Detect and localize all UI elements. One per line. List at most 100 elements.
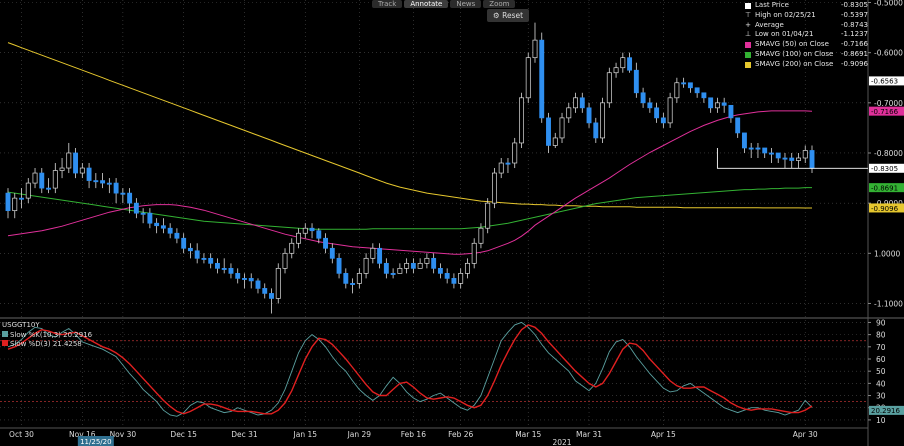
legend-smavg-50: SMAVG (50) on Close -0.7166 bbox=[745, 40, 868, 50]
price-tag-label: -0.8305 bbox=[871, 165, 898, 173]
legend-average: + Average -0.8743 bbox=[745, 21, 868, 31]
reset-label: Reset bbox=[502, 11, 524, 20]
legend-smavg-50-value: -0.7166 bbox=[840, 40, 868, 49]
candle-body bbox=[154, 222, 160, 227]
reset-button[interactable]: ⚙ Reset bbox=[487, 9, 530, 22]
x-tick-label: Dec 31 bbox=[231, 430, 258, 439]
candle-body bbox=[174, 232, 180, 239]
osc-tick-label: 90 bbox=[876, 318, 886, 327]
year-label: 2021 bbox=[552, 438, 571, 446]
candle-body bbox=[437, 267, 443, 274]
candle-body bbox=[120, 192, 126, 195]
candle-body bbox=[640, 92, 646, 104]
candle-body bbox=[201, 257, 207, 260]
candle-body bbox=[741, 132, 747, 149]
candle-body bbox=[147, 212, 153, 224]
candle-body bbox=[302, 227, 308, 234]
candle-body bbox=[5, 192, 11, 212]
candle-body bbox=[809, 150, 815, 169]
legend-smavg-200: SMAVG (200) on Close -0.9096 bbox=[745, 60, 868, 70]
legend-high: ⊤ High on 02/25/21 -0.5397 bbox=[745, 11, 868, 21]
annotate-button[interactable]: Annotate bbox=[404, 0, 449, 8]
candle-body bbox=[194, 250, 200, 259]
legend-high-value: -0.5397 bbox=[840, 10, 868, 19]
candle-body bbox=[228, 267, 234, 274]
candle-body bbox=[647, 102, 653, 109]
candle-body bbox=[356, 273, 362, 284]
candle-body bbox=[329, 247, 335, 259]
candle-body bbox=[762, 147, 768, 154]
candle-body bbox=[262, 288, 268, 294]
candle-body bbox=[573, 97, 578, 109]
candle-body bbox=[46, 187, 51, 190]
candle-body bbox=[579, 97, 585, 109]
legend-smavg-50-label: SMAVG (50) on Close bbox=[755, 40, 829, 49]
candle-body bbox=[79, 167, 85, 174]
candle-body bbox=[343, 273, 349, 284]
legend-low-label: Low on 01/04/21 bbox=[755, 30, 814, 39]
candle-body bbox=[52, 170, 58, 189]
osc-tick-label: 70 bbox=[876, 343, 886, 352]
candle-body bbox=[397, 267, 403, 274]
candle-body bbox=[444, 273, 450, 279]
x-tick-label: Mar 31 bbox=[576, 430, 602, 439]
candle-body bbox=[93, 180, 99, 183]
candle-body bbox=[350, 283, 356, 285]
legend-slow-k: Slow %K(10,3) 20.2916 bbox=[2, 330, 92, 341]
candle-body bbox=[681, 82, 687, 85]
date-badge-bg bbox=[77, 436, 114, 446]
osc-tag-bg bbox=[869, 405, 904, 415]
candle-body bbox=[796, 157, 801, 161]
candle-body bbox=[106, 182, 112, 185]
candle-body bbox=[214, 262, 220, 269]
y-tick-label: -1.1000 bbox=[874, 299, 903, 308]
candle-body bbox=[546, 117, 551, 146]
candle-body bbox=[19, 197, 24, 200]
legend-average-label: Average bbox=[755, 20, 784, 29]
x-tick-label: Dec 15 bbox=[170, 430, 197, 439]
slow-d-swatch bbox=[2, 340, 8, 347]
osc-tick-label: 40 bbox=[876, 379, 886, 388]
osc-tick-label: 50 bbox=[876, 367, 886, 376]
last-price-swatch bbox=[745, 2, 751, 9]
candle-body bbox=[275, 267, 281, 299]
candle-body bbox=[187, 247, 193, 252]
average-marker-icon: + bbox=[745, 20, 751, 29]
candle-body bbox=[505, 162, 511, 165]
candle-body bbox=[59, 167, 65, 171]
candle-body bbox=[296, 232, 301, 244]
y-tick-label: -0.5000 bbox=[874, 0, 903, 8]
legend-smavg-100-value: -0.8691 bbox=[840, 49, 868, 58]
candle-body bbox=[708, 97, 714, 109]
candle-body bbox=[633, 69, 639, 94]
smavg-200-swatch bbox=[745, 61, 751, 68]
legend-smavg-200-value: -0.9096 bbox=[840, 59, 868, 68]
candle-body bbox=[127, 192, 133, 204]
low-marker-icon: ⊥ bbox=[745, 30, 752, 39]
candle-body bbox=[235, 273, 241, 279]
candle-body bbox=[654, 107, 660, 119]
slow-k-line bbox=[7, 321, 813, 417]
zoom-button[interactable]: Zoom bbox=[483, 0, 516, 8]
candle-body bbox=[377, 247, 383, 264]
price-tag-label: -0.7166 bbox=[871, 108, 899, 116]
candle-body bbox=[485, 202, 491, 229]
candle-body bbox=[613, 67, 619, 74]
legend-last-price-value: -0.8305 bbox=[840, 1, 868, 9]
osc-tick-label: 30 bbox=[876, 392, 886, 401]
candle-body bbox=[66, 152, 72, 169]
candle-body bbox=[728, 104, 734, 119]
candle-body bbox=[559, 117, 565, 139]
news-button[interactable]: News bbox=[450, 0, 482, 8]
candle-body bbox=[458, 273, 464, 284]
candle-body bbox=[133, 202, 139, 214]
track-button[interactable]: Track bbox=[372, 0, 403, 8]
candle-body bbox=[471, 242, 477, 264]
slow-d-line bbox=[7, 324, 813, 415]
candle-body bbox=[12, 197, 18, 212]
candle-body bbox=[674, 82, 680, 99]
candle-body bbox=[248, 278, 254, 282]
osc-tick-label: 10 bbox=[876, 416, 886, 425]
candle-body bbox=[600, 102, 606, 139]
